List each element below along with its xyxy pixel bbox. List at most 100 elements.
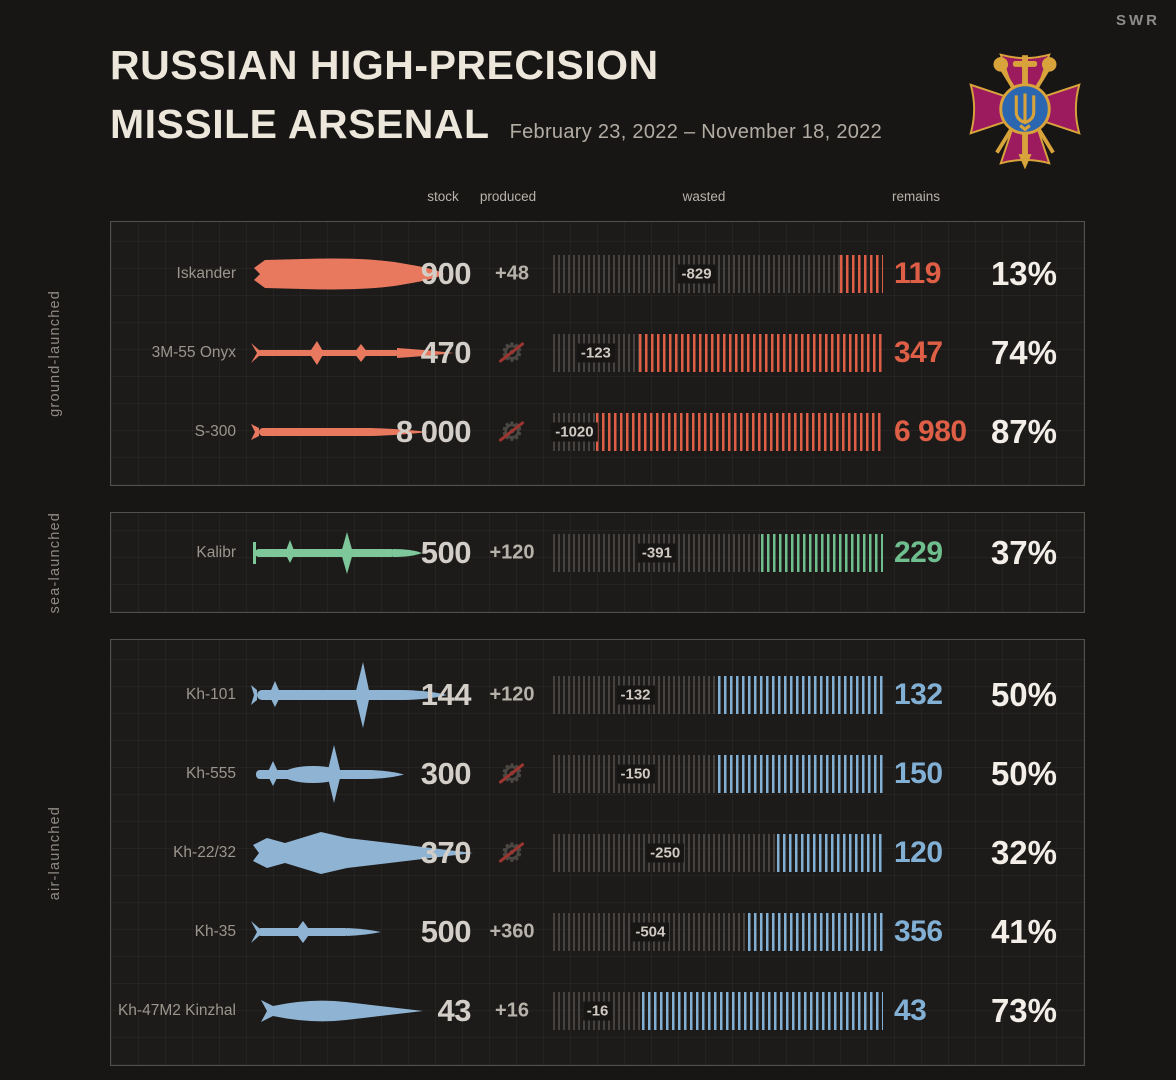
produced-cell: +120 ⚙ <box>479 542 545 565</box>
produced-value: +360 <box>489 920 535 943</box>
missile-row-s300: S-300 8 000 ⚙ -1020 6 980 87% <box>111 393 1084 472</box>
missile-name: S-300 <box>194 423 236 441</box>
missile-row-onyx: 3M-55 Onyx 470 ⚙ -123 347 74% <box>111 314 1084 393</box>
stock-value: 500 <box>420 535 472 571</box>
remains-bar-segment <box>777 833 883 872</box>
missile-row-kh101: Kh-101 144 +120 ⚙ -132 132 50% <box>111 655 1084 734</box>
group-label-column: ground-launched <box>0 221 110 486</box>
stock-value: 370 <box>420 834 472 870</box>
group-panel: Iskander 900 +48 ⚙ -829 119 13% 3M-55 On… <box>110 220 1085 486</box>
remains-value: 132 <box>894 677 943 711</box>
usage-bar: -132 <box>553 675 883 714</box>
produced-cell: +120 ⚙ <box>479 683 545 706</box>
produced-cell: ⚙ <box>479 339 545 367</box>
remains-percent: 50% <box>990 754 1057 792</box>
remains-percent: 41% <box>990 912 1057 950</box>
missile-groups: ground-launched Iskander 900 +48 ⚙ -829 … <box>0 220 1176 1067</box>
remains-value: 356 <box>894 914 943 948</box>
missile-icon <box>251 917 541 947</box>
remains-value: 150 <box>894 756 943 790</box>
wasted-value: -504 <box>631 922 670 942</box>
no-production-icon: ⚙ <box>498 418 526 446</box>
missile-group-ground-launched: ground-launched Iskander 900 +48 ⚙ -829 … <box>0 220 1085 486</box>
produced-value: +16 <box>495 999 529 1022</box>
group-label: air-launched <box>47 805 63 900</box>
wasted-value: -250 <box>646 843 685 863</box>
usage-bar: -829 <box>553 255 883 294</box>
title-line-2: MISSILE ARSENAL <box>110 101 490 148</box>
remains-value: 6 980 <box>894 415 967 449</box>
remains-percent: 37% <box>990 534 1057 572</box>
column-header-produced: produced <box>479 188 537 204</box>
column-headers: stock produced wasted remains <box>110 189 1085 207</box>
missile-row-kh35: Kh-35 500 +360 ⚙ -504 356 41% <box>111 892 1084 971</box>
usage-bar: -504 <box>553 912 883 951</box>
usage-bar: -1020 <box>551 413 883 452</box>
remains-percent: 73% <box>990 991 1057 1029</box>
missile-icon <box>251 995 541 1027</box>
missile-name: Iskander <box>176 265 236 283</box>
column-header-wasted: wasted <box>682 188 726 204</box>
remains-bar-segment <box>642 991 883 1030</box>
missile-icon <box>251 530 541 576</box>
group-label: ground-launched <box>47 289 63 417</box>
remains-bar-segment <box>595 413 883 452</box>
remains-percent: 87% <box>990 413 1057 451</box>
remains-value: 120 <box>894 835 943 869</box>
remains-value: 229 <box>894 536 943 570</box>
produced-cell: +48 ⚙ <box>479 263 545 286</box>
produced-cell: ⚙ <box>479 760 545 788</box>
remains-value: 347 <box>894 336 943 370</box>
produced-cell: ⚙ <box>479 839 545 867</box>
remains-percent: 13% <box>990 255 1057 293</box>
remains-bar-segment <box>840 255 883 294</box>
remains-value: 43 <box>894 993 927 1027</box>
wasted-value: -391 <box>637 543 676 563</box>
title-line-1: RUSSIAN HIGH-PRECISION <box>110 42 659 88</box>
group-panel: Kh-101 144 +120 ⚙ -132 132 50% Kh-555 30… <box>110 639 1085 1067</box>
group-label-column: air-launched <box>0 639 110 1066</box>
missile-icon <box>251 661 541 728</box>
missile-icon <box>251 827 541 879</box>
group-label: sea-launched <box>47 511 63 614</box>
remains-percent: 32% <box>990 833 1057 871</box>
missile-icon <box>251 744 541 803</box>
missile-name: Kh-47M2 Kinzhal <box>117 1001 236 1019</box>
remains-bar-segment <box>718 754 883 793</box>
missile-row-kh2232: Kh-22/32 370 ⚙ -250 120 32% <box>111 813 1084 892</box>
missile-row-kalibr: Kalibr 500 +120 ⚙ -391 229 37% <box>111 514 1084 593</box>
usage-bar: -123 <box>553 334 883 373</box>
missile-row-kinzhal: Kh-47M2 Kinzhal 43 +16 ⚙ -16 43 73% <box>111 971 1084 1050</box>
column-header-stock: stock <box>427 188 459 204</box>
produced-cell: +360 ⚙ <box>479 920 545 943</box>
remains-bar-segment <box>718 675 883 714</box>
usage-bar: -250 <box>553 833 883 872</box>
missile-name: Kh-22/32 <box>173 843 236 861</box>
group-panel: Kalibr 500 +120 ⚙ -391 229 37% <box>110 511 1085 614</box>
remains-bar-segment <box>747 912 883 951</box>
missile-name: 3M-55 Onyx <box>151 344 236 362</box>
no-production-icon: ⚙ <box>498 339 526 367</box>
produced-cell: +16 ⚙ <box>479 999 545 1022</box>
missile-group-air-launched: air-launched Kh-101 144 +120 ⚙ -132 132 … <box>0 639 1085 1067</box>
column-header-remains: remains <box>891 188 941 204</box>
wasted-value: -132 <box>616 685 655 705</box>
missile-icon <box>251 340 541 366</box>
remains-percent: 50% <box>990 675 1057 713</box>
produced-cell: ⚙ <box>479 418 545 446</box>
stock-value: 500 <box>420 913 472 949</box>
usage-bar: -391 <box>553 534 883 573</box>
produced-value: +120 <box>489 541 535 564</box>
missile-row-iskander: Iskander 900 +48 ⚙ -829 119 13% <box>111 235 1084 314</box>
usage-bar: -150 <box>553 754 883 793</box>
swr-logo: SWR <box>1116 12 1160 29</box>
missile-group-sea-launched: sea-launched Kalibr 500 +120 ⚙ -391 229 … <box>0 511 1085 614</box>
page-title: RUSSIAN HIGH-PRECISION MISSILE ARSENAL F… <box>110 36 1176 155</box>
missile-name: Kalibr <box>196 544 236 562</box>
missile-name: Kh-101 <box>186 685 236 703</box>
ukraine-mod-emblem-icon <box>969 53 1081 170</box>
no-production-icon: ⚙ <box>498 760 526 788</box>
stock-value: 470 <box>420 335 472 371</box>
remains-percent: 74% <box>990 334 1057 372</box>
